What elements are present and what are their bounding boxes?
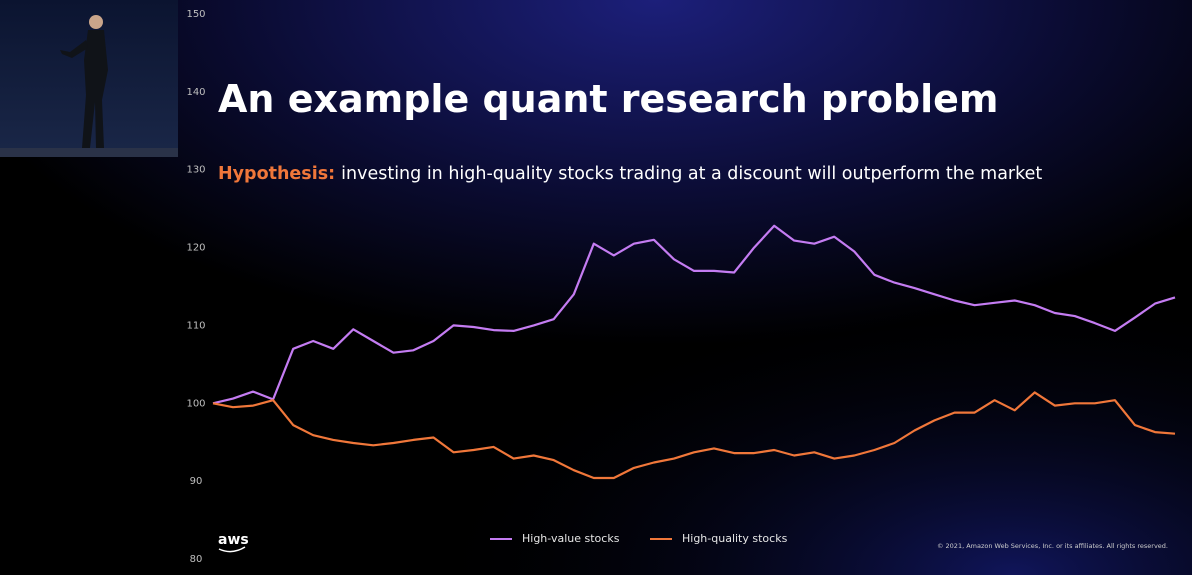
y-tick-label: 150	[186, 9, 205, 20]
y-tick-label: 110	[186, 320, 205, 331]
series-line	[212, 391, 1176, 480]
subtitle-text: investing in high-quality stocks trading…	[341, 164, 1042, 184]
legend-label: High-value stocks	[522, 532, 620, 545]
copyright: © 2021, Amazon Web Services, Inc. or its…	[937, 542, 1168, 550]
y-tick-label: 90	[190, 476, 203, 487]
y-tick-label: 140	[186, 87, 205, 98]
series-line	[212, 224, 1176, 405]
subtitle-label: Hypothesis:	[218, 164, 335, 184]
y-tick-label: 100	[186, 398, 205, 409]
aws-logo: aws	[218, 532, 249, 548]
legend-label: High-quality stocks	[682, 532, 788, 545]
speaker-video	[0, 0, 178, 157]
y-tick-label: 80	[190, 554, 203, 565]
y-tick-label: 120	[186, 243, 205, 254]
y-tick-label: 130	[186, 165, 205, 176]
slide-title: An example quant research problem	[218, 77, 999, 121]
subtitle: Hypothesis: investing in high-quality sto…	[218, 164, 1042, 184]
aws-logo-smile	[218, 546, 246, 553]
